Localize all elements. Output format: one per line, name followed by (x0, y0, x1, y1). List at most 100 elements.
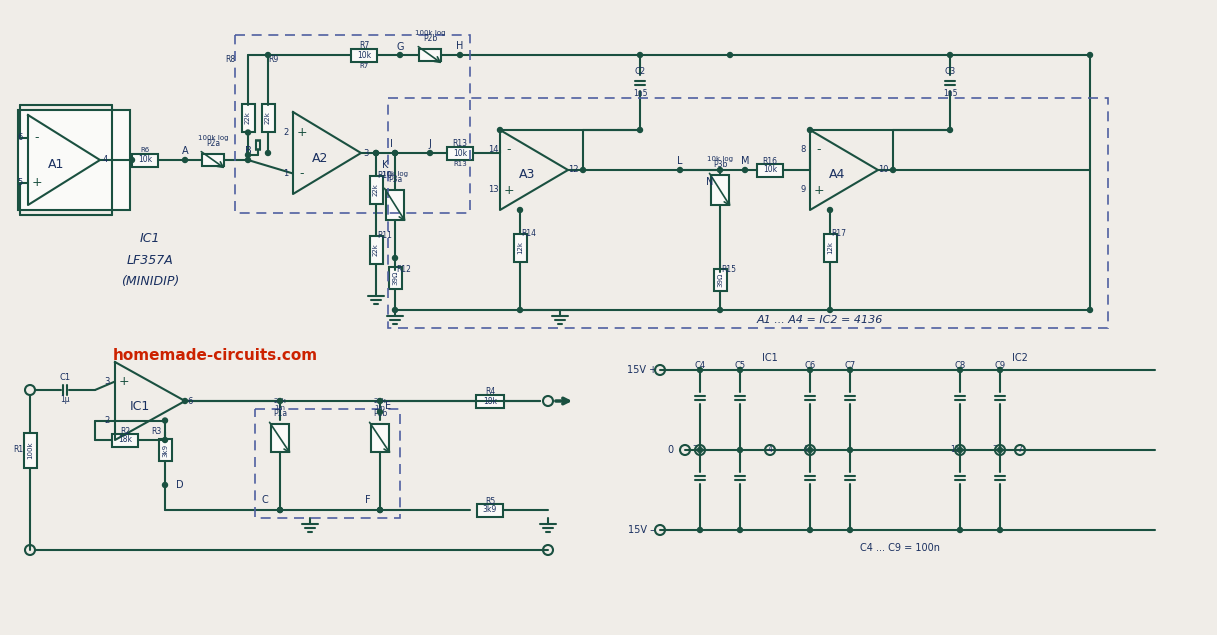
Circle shape (808, 128, 813, 133)
Text: 100k log: 100k log (197, 135, 229, 141)
Text: P1a: P1a (273, 409, 287, 418)
Circle shape (808, 448, 813, 453)
Text: 10k log: 10k log (707, 156, 733, 162)
Text: R12: R12 (397, 265, 411, 274)
Text: 22k
1in: 22k 1in (374, 398, 387, 411)
Circle shape (458, 53, 462, 58)
Circle shape (498, 128, 503, 133)
Circle shape (163, 483, 168, 488)
Bar (131, 154, 158, 166)
Text: 3: 3 (105, 377, 110, 386)
Circle shape (828, 307, 832, 312)
Circle shape (697, 368, 702, 373)
Text: -: - (35, 131, 39, 144)
Text: 12k: 12k (517, 241, 523, 255)
Circle shape (742, 168, 747, 173)
Text: +: + (119, 375, 129, 388)
Circle shape (377, 410, 382, 415)
Text: 1n5: 1n5 (943, 88, 958, 98)
Text: F: F (365, 495, 371, 505)
Bar (371, 424, 389, 452)
Circle shape (277, 399, 282, 403)
Text: C9: C9 (994, 361, 1005, 370)
Text: R16: R16 (763, 156, 778, 166)
Circle shape (958, 368, 963, 373)
Circle shape (183, 157, 187, 163)
Text: 1μ: 1μ (60, 396, 69, 404)
Bar (386, 190, 404, 220)
Text: R13: R13 (453, 140, 467, 149)
Bar (370, 176, 382, 204)
Bar (419, 49, 441, 61)
Circle shape (581, 168, 585, 173)
Circle shape (246, 152, 251, 157)
Text: 14: 14 (488, 145, 498, 154)
Bar (23, 432, 37, 467)
Text: D: D (176, 480, 184, 490)
Text: M: M (741, 156, 750, 166)
Text: P3b: P3b (713, 160, 728, 169)
Text: 12k: 12k (828, 241, 832, 255)
Text: 4: 4 (102, 156, 107, 164)
Text: 11: 11 (950, 446, 960, 455)
Circle shape (374, 150, 378, 156)
Circle shape (183, 399, 187, 403)
Circle shape (948, 53, 953, 58)
Text: 5: 5 (17, 178, 23, 187)
Text: R4: R4 (484, 387, 495, 396)
Circle shape (678, 168, 683, 173)
Text: 3: 3 (364, 149, 369, 157)
Circle shape (638, 128, 643, 133)
Circle shape (828, 208, 832, 213)
Text: C7: C7 (845, 361, 856, 370)
Text: 18k: 18k (483, 396, 497, 406)
Circle shape (998, 528, 1003, 533)
Text: 4: 4 (802, 446, 807, 455)
Text: C1: C1 (60, 373, 71, 382)
Bar (158, 439, 172, 461)
Text: C4: C4 (695, 361, 706, 370)
Text: -: - (122, 414, 127, 427)
Text: 100k log: 100k log (415, 30, 445, 36)
Bar (18, 110, 130, 210)
Text: R2: R2 (120, 427, 130, 436)
Text: C4 ... C9 = 100n: C4 ... C9 = 100n (860, 543, 940, 553)
Text: 22k: 22k (372, 244, 378, 257)
Text: 6: 6 (187, 396, 192, 406)
Circle shape (427, 150, 432, 156)
Text: H: H (456, 41, 464, 51)
Text: A1 ... A4 = IC2 = 4136: A1 ... A4 = IC2 = 4136 (757, 315, 884, 325)
Circle shape (847, 528, 852, 533)
Text: +: + (504, 184, 515, 196)
Circle shape (847, 368, 852, 373)
Text: C2: C2 (634, 67, 645, 76)
Text: IC2: IC2 (1013, 353, 1028, 363)
Bar (713, 269, 727, 291)
Text: R9: R9 (268, 55, 279, 65)
Text: +: + (297, 126, 308, 139)
Text: E: E (385, 401, 391, 411)
Circle shape (377, 399, 382, 403)
Circle shape (697, 448, 702, 453)
Text: B: B (245, 146, 252, 156)
Bar (757, 163, 783, 177)
Text: 39Ω: 39Ω (392, 271, 398, 285)
Circle shape (163, 438, 168, 443)
Circle shape (393, 150, 398, 156)
Circle shape (738, 448, 742, 453)
Text: C5: C5 (734, 361, 746, 370)
Circle shape (377, 507, 382, 512)
Text: 1: 1 (284, 169, 288, 178)
Text: C6: C6 (804, 361, 815, 370)
Text: R17: R17 (831, 229, 847, 237)
Text: 100k: 100k (27, 441, 33, 459)
Text: C3: C3 (944, 67, 955, 76)
Circle shape (246, 130, 251, 135)
Circle shape (1088, 53, 1093, 58)
Text: R3: R3 (151, 427, 161, 436)
Bar (271, 424, 288, 452)
Circle shape (374, 150, 378, 156)
Circle shape (277, 507, 282, 512)
Text: IC1: IC1 (130, 399, 150, 413)
Text: A2: A2 (312, 152, 329, 164)
